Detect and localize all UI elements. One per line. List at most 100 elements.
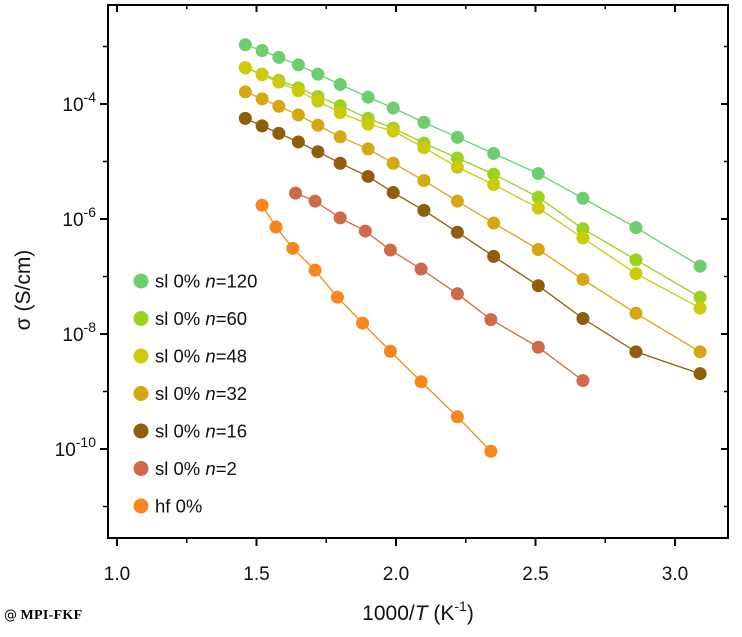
data-point bbox=[356, 316, 370, 330]
x-tick-label: 2.0 bbox=[383, 564, 409, 585]
data-point bbox=[291, 108, 305, 122]
data-point bbox=[272, 99, 286, 113]
data-point bbox=[386, 124, 400, 138]
series-1 bbox=[238, 38, 707, 273]
data-point bbox=[629, 306, 643, 320]
data-point bbox=[693, 367, 707, 381]
y-tick-label: 10-10 bbox=[55, 434, 97, 461]
data-point bbox=[629, 253, 643, 267]
data-point bbox=[272, 75, 286, 89]
data-point bbox=[484, 444, 498, 458]
data-point bbox=[361, 90, 375, 104]
x-tick-label: 1.0 bbox=[104, 564, 130, 585]
data-point bbox=[576, 231, 590, 245]
data-point bbox=[450, 287, 464, 301]
data-point bbox=[291, 135, 305, 149]
data-point bbox=[238, 38, 252, 52]
data-point bbox=[487, 178, 501, 191]
legend-marker bbox=[133, 348, 149, 364]
data-point bbox=[361, 169, 375, 183]
x-tick-label: 3.0 bbox=[662, 564, 688, 585]
data-point bbox=[383, 344, 397, 358]
legend-label: sl 0% n=2 bbox=[155, 458, 237, 479]
data-point bbox=[487, 146, 501, 160]
data-point bbox=[358, 224, 372, 238]
data-point bbox=[693, 301, 707, 315]
data-point bbox=[311, 67, 325, 81]
series-line bbox=[295, 192, 584, 382]
data-point bbox=[576, 191, 590, 205]
legend-label: sl 0% n=32 bbox=[155, 383, 247, 404]
legend-label: sl 0% n=16 bbox=[155, 421, 247, 442]
legend-marker bbox=[133, 311, 149, 326]
data-point bbox=[576, 272, 590, 286]
y-tick-label: 10-6 bbox=[62, 204, 96, 231]
data-point bbox=[417, 173, 431, 187]
data-point bbox=[333, 156, 347, 170]
data-point bbox=[333, 130, 347, 144]
data-point bbox=[450, 194, 464, 208]
data-point bbox=[330, 290, 344, 304]
data-point bbox=[289, 186, 303, 200]
data-point bbox=[308, 194, 322, 208]
data-point bbox=[450, 225, 464, 239]
data-point bbox=[255, 198, 269, 212]
data-point bbox=[272, 126, 286, 140]
data-point bbox=[576, 311, 590, 325]
y-tick-label: 10-8 bbox=[62, 319, 96, 346]
plot-frame bbox=[107, 4, 729, 539]
legend: sl 0% n=120 sl 0% n=60 sl 0% n=48 sl 0% n=3… bbox=[133, 271, 257, 517]
data-point bbox=[531, 201, 545, 215]
data-point bbox=[333, 106, 347, 120]
data-point bbox=[693, 345, 707, 359]
data-point bbox=[308, 263, 322, 277]
legend-marker bbox=[133, 498, 149, 514]
y-axis-title: σ (S/cm) bbox=[12, 250, 35, 331]
legend-label: sl 0% n=48 bbox=[155, 346, 247, 367]
data-point bbox=[531, 340, 545, 354]
data-point bbox=[450, 160, 464, 174]
data-point bbox=[450, 151, 464, 165]
x-tick-label: 2.5 bbox=[522, 564, 548, 585]
data-point bbox=[531, 242, 545, 256]
data-point bbox=[383, 243, 397, 257]
x-axis-title: 1000/T (K-1) bbox=[362, 598, 474, 625]
data-point bbox=[238, 85, 252, 99]
data-point bbox=[531, 190, 545, 204]
data-point bbox=[576, 374, 590, 388]
data-point bbox=[361, 142, 375, 156]
data-point bbox=[291, 84, 305, 98]
data-point bbox=[417, 115, 431, 129]
data-point bbox=[361, 117, 375, 131]
data-point bbox=[311, 118, 325, 132]
series-line bbox=[261, 204, 492, 452]
series-line bbox=[245, 117, 701, 375]
data-point bbox=[531, 167, 545, 181]
data-point bbox=[693, 290, 707, 304]
data-point bbox=[629, 221, 643, 235]
data-point bbox=[414, 262, 428, 276]
data-point bbox=[333, 77, 347, 91]
data-point bbox=[255, 68, 269, 82]
legend-marker bbox=[133, 273, 149, 289]
data-point bbox=[487, 216, 501, 230]
data-point bbox=[417, 141, 431, 155]
legend-marker bbox=[133, 461, 149, 476]
data-point bbox=[487, 167, 501, 181]
credit-organization: MPI-FKF bbox=[20, 608, 83, 623]
data-point bbox=[531, 279, 545, 293]
data-point bbox=[333, 211, 347, 225]
data-point bbox=[417, 203, 431, 217]
data-point bbox=[576, 222, 590, 236]
data-point bbox=[272, 50, 286, 64]
data-point bbox=[693, 259, 707, 273]
data-point bbox=[386, 156, 400, 170]
series-5 bbox=[238, 111, 707, 381]
series-6 bbox=[289, 186, 590, 388]
data-point bbox=[255, 92, 269, 106]
data-point bbox=[311, 145, 325, 159]
series-3 bbox=[238, 61, 707, 315]
copyright-credit: @ MPI-FKF bbox=[4, 608, 82, 624]
series-4 bbox=[238, 85, 707, 359]
data-point bbox=[450, 130, 464, 144]
